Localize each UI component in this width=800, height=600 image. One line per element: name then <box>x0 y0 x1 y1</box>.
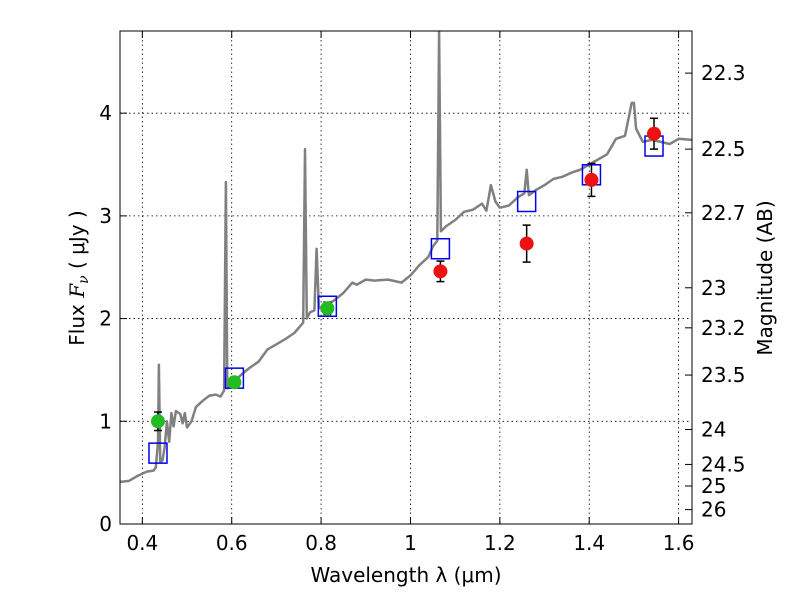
x-tick-label: 1.4 <box>573 531 605 555</box>
grid-layer <box>120 31 692 524</box>
right-tick-label: 22.5 <box>701 137 746 161</box>
model-box-marker <box>317 295 338 318</box>
right-tick-label: 24 <box>701 418 726 442</box>
tick-layer: 0.4 0.6 0.8 1 1.2 1.4 1.60123422.322.522.72323… <box>99 31 746 555</box>
x-axis-label: Wavelength λ (μm) <box>310 563 501 587</box>
x-tick-label: 0.4 <box>126 531 158 555</box>
right-tick-label: 23 <box>701 276 726 300</box>
model-box-marker <box>148 442 168 464</box>
right-tick-label: 25 <box>701 474 726 498</box>
y-axis-label-prefix: Flux <box>65 298 89 346</box>
y-axis-label-symbol: F <box>65 283 89 299</box>
x-tick-label: 1.2 <box>484 531 516 555</box>
model-box-marker <box>516 190 537 213</box>
green-point <box>320 301 335 316</box>
right-tick-label: 22.3 <box>701 61 746 85</box>
right-tick-label: 23.5 <box>701 363 746 387</box>
green-point <box>150 414 165 429</box>
x-tick-label: 0.6 <box>216 531 248 555</box>
plot-area <box>120 31 692 484</box>
y-axis-label-unit: ( μJy ) <box>65 210 89 275</box>
model-box-marker <box>430 237 451 260</box>
red-point <box>519 236 534 251</box>
x-tick-label: 1.6 <box>663 531 695 555</box>
plot-frame <box>119 30 693 525</box>
right-tick-label: 23.2 <box>701 316 746 340</box>
y-axis-label: Flux Fν ( μJy ) <box>65 210 92 345</box>
right-tick-label: 22.7 <box>701 201 746 225</box>
right-axis-label: Magnitude (AB) <box>753 200 777 355</box>
red-point <box>433 264 448 279</box>
y-tick-label: 3 <box>99 204 112 228</box>
y-tick-label: 0 <box>99 512 112 536</box>
right-tick-label: 26 <box>701 498 726 522</box>
spectrum-line <box>120 31 692 484</box>
y-tick-label: 2 <box>99 307 112 331</box>
green-point <box>227 375 242 390</box>
right-tick-label: 24.5 <box>701 452 746 476</box>
x-tick-label: 0.8 <box>305 531 337 555</box>
red-point <box>647 126 662 141</box>
red-point <box>584 172 599 187</box>
x-tick-label: 1 <box>404 531 417 555</box>
y-tick-label: 4 <box>99 101 112 125</box>
y-tick-label: 1 <box>99 409 112 433</box>
y-axis-label-subscript: ν <box>76 275 92 284</box>
